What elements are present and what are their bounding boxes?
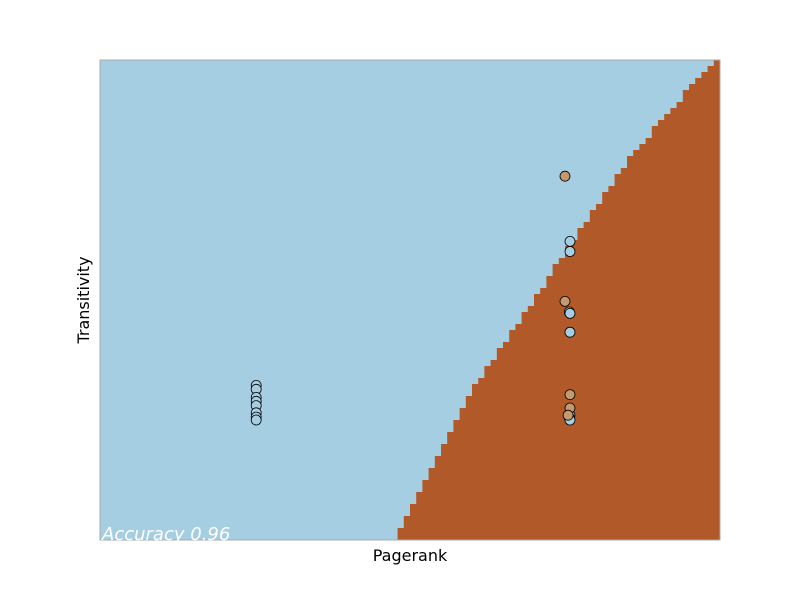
accuracy-annotation: Accuracy 0.96 xyxy=(101,524,230,545)
data-point-class-1 xyxy=(559,295,571,307)
scatter-points xyxy=(250,170,576,426)
data-point-class-0 xyxy=(564,235,576,247)
x-axis-label: Pagerank xyxy=(373,546,448,565)
data-point-class-1 xyxy=(559,170,571,182)
data-point-class-0 xyxy=(564,326,576,338)
data-point-class-1 xyxy=(564,389,576,401)
data-point-class-0 xyxy=(564,246,576,257)
data-point-class-0 xyxy=(250,414,262,426)
plot-frame xyxy=(99,59,721,541)
decision-region-class-1 xyxy=(397,60,720,540)
plot-area xyxy=(99,59,721,541)
data-point-class-0 xyxy=(564,307,576,319)
y-axis-label: Transitivity xyxy=(74,256,93,344)
data-point-class-1 xyxy=(562,409,574,421)
